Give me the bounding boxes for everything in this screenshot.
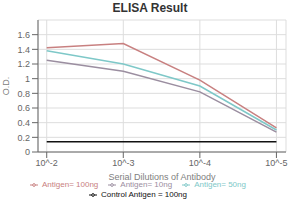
svg-text:1.4: 1.4 [17,45,30,55]
html-text:Control Antigen = 100ng: Control Antigen = 100ng [101,190,187,199]
html-text:ELISA Result: ELISA Result [112,1,188,15]
svg-text:10^-3: 10^-3 [112,158,134,168]
svg-text:O.D.: O.D. [8,77,11,96]
html-text:Antigen= 10ng: Antigen= 10ng [120,180,173,189]
html-text:Antigen= 100ng: Antigen= 100ng [42,180,99,189]
svg-text:10^-4: 10^-4 [189,158,211,168]
svg-text:0.2: 0.2 [17,133,30,143]
svg-text:10^-5: 10^-5 [265,158,287,168]
svg-text:0.8: 0.8 [17,89,30,99]
svg-text:Serial Dilutions of Antibody: Serial Dilutions of Antibody [108,172,216,182]
svg-text:0.6: 0.6 [17,103,30,113]
html-text:Antigen= 50ng: Antigen= 50ng [194,180,246,189]
svg-text:1.6: 1.6 [17,30,30,40]
svg-text:1: 1 [25,74,30,84]
svg-text:1.2: 1.2 [17,59,30,69]
svg-text:10^-2: 10^-2 [36,158,58,168]
svg-text:0: 0 [25,147,30,157]
svg-text:0.4: 0.4 [17,118,30,128]
